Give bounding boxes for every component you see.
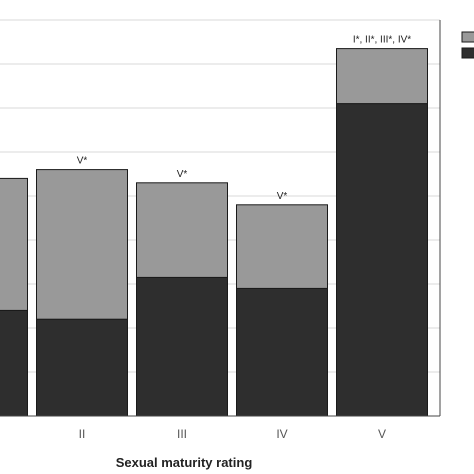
legend xyxy=(461,31,474,59)
bar-segment xyxy=(0,177,28,311)
bar-segment xyxy=(36,169,128,320)
bar-segment xyxy=(136,276,228,417)
significance-annotations: V* V* V* I*, II*, III*, IV* xyxy=(77,35,412,202)
bars xyxy=(0,48,428,417)
bar-segment xyxy=(336,103,428,417)
bar-segment xyxy=(236,204,328,289)
x-tick-label: IV xyxy=(276,427,287,441)
legend-swatch xyxy=(461,47,474,59)
x-axis-title: Sexual maturity rating xyxy=(116,455,253,470)
bar-segment xyxy=(236,287,328,417)
significance-label: V* xyxy=(77,156,88,167)
x-tick-label: III xyxy=(177,427,187,441)
x-tick-labels: IIIIIIIVV xyxy=(79,427,386,441)
significance-label: V* xyxy=(177,169,188,180)
bar-segment xyxy=(0,309,28,417)
x-tick-label: II xyxy=(79,427,86,441)
bar-segment xyxy=(136,182,228,278)
significance-label: V* xyxy=(277,191,288,202)
significance-label: I*, II*, III*, IV* xyxy=(353,35,411,46)
x-tick-label: V xyxy=(378,427,386,441)
legend-swatch xyxy=(461,31,474,43)
bar-segment xyxy=(336,48,428,105)
bar-segment xyxy=(36,318,128,417)
